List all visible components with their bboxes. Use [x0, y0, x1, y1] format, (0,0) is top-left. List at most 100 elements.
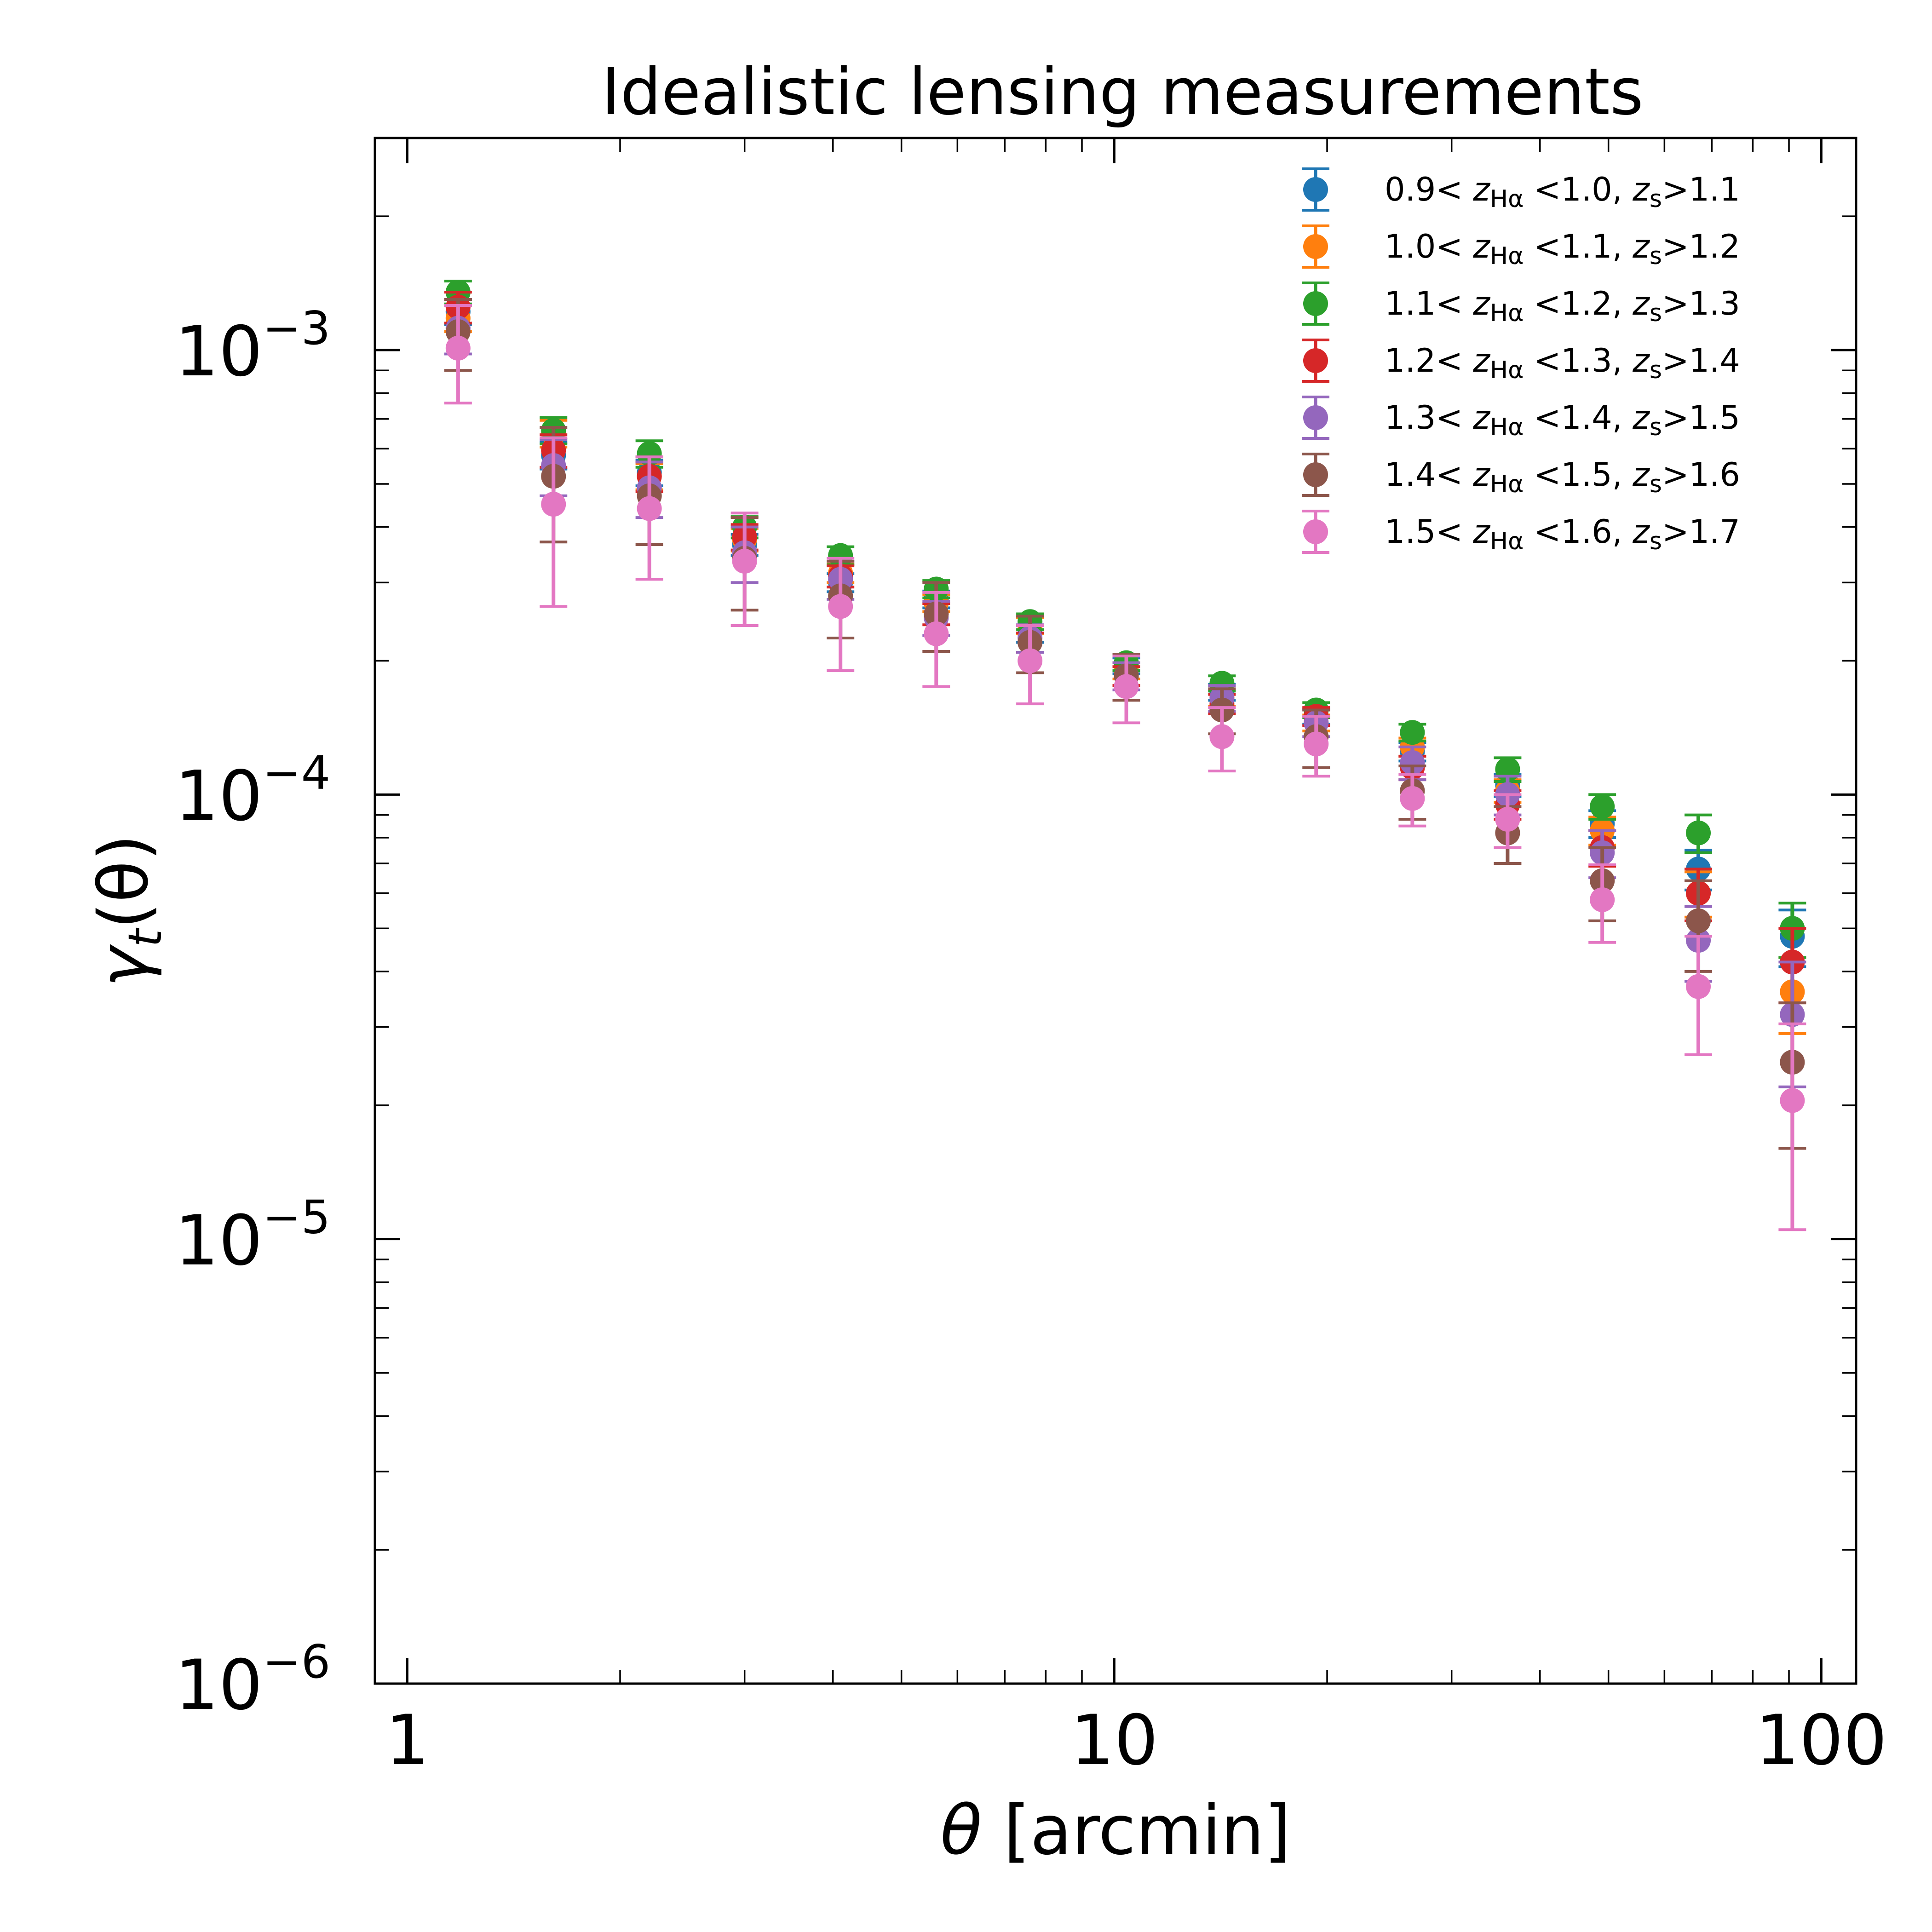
legend-item: 1.1< zHα <1.2, zs>1.3 — [1302, 282, 1740, 327]
legend-lo: 1.5< — [1385, 513, 1473, 551]
legend-zs: z — [1632, 399, 1650, 437]
data-point — [637, 496, 662, 521]
data-point — [1400, 750, 1425, 775]
x-axis-ticks: 1 10 100 — [374, 138, 1887, 1781]
data-series — [444, 279, 1806, 1231]
data-point — [1018, 648, 1043, 673]
legend-lo: 1.4< — [1385, 456, 1473, 494]
x-tick-label: 100 — [1755, 1701, 1887, 1781]
y-tick-base: 10 — [175, 756, 263, 836]
legend-src: >1.6 — [1662, 456, 1740, 494]
legend-marker — [1303, 177, 1328, 202]
legend-zs: z — [1632, 513, 1650, 551]
legend-marker — [1303, 234, 1328, 259]
legend-label: 1.3< zHα <1.4, zs>1.5 — [1385, 399, 1740, 441]
legend-sub-s: s — [1650, 414, 1662, 441]
legend-z: z — [1472, 513, 1491, 551]
x-tick-label: 1 — [385, 1701, 429, 1781]
legend-item: 1.2< zHα <1.3, zs>1.4 — [1302, 339, 1740, 384]
data-point — [1590, 794, 1615, 819]
legend-src: >1.4 — [1662, 342, 1740, 380]
legend-marker — [1303, 519, 1328, 544]
data-point — [637, 441, 662, 466]
legend: 0.9< zHα <1.0, zs>1.11.0< zHα <1.1, zs>1… — [1302, 167, 1740, 555]
legend-item: 1.5< zHα <1.6, zs>1.7 — [1302, 510, 1740, 555]
legend-src: >1.3 — [1662, 285, 1740, 322]
y-tick-exponent: −4 — [263, 746, 330, 799]
legend-z: z — [1472, 228, 1491, 265]
y-tick-exponent: −3 — [263, 301, 330, 355]
y-tick-label: 10−5 — [175, 1190, 330, 1281]
x-tick-label: 10 — [1070, 1701, 1158, 1781]
y-axis-label: γt(θ) — [84, 834, 172, 988]
legend-src: >1.5 — [1662, 399, 1740, 437]
data-point — [732, 549, 757, 574]
legend-zs: z — [1632, 342, 1650, 380]
y-tick-label: 10−6 — [175, 1635, 330, 1725]
legend-hi: <1.5, — [1524, 456, 1633, 494]
legend-label: 1.5< zHα <1.6, zs>1.7 — [1385, 513, 1740, 555]
y-tick-exponent: −5 — [263, 1190, 330, 1244]
legend-lo: 0.9< — [1385, 171, 1473, 208]
data-point — [1495, 807, 1520, 832]
legend-hi: <1.3, — [1524, 342, 1633, 380]
legend-label: 0.9< zHα <1.0, zs>1.1 — [1385, 171, 1740, 213]
legend-src: >1.7 — [1662, 513, 1740, 551]
legend-label: 1.0< zHα <1.1, zs>1.2 — [1385, 228, 1740, 270]
legend-sub-s: s — [1650, 528, 1662, 555]
legend-hi: <1.2, — [1524, 285, 1633, 322]
data-point — [1686, 908, 1711, 933]
data-point — [1590, 887, 1615, 912]
legend-zs: z — [1632, 456, 1650, 494]
legend-sub-s: s — [1650, 471, 1662, 498]
legend-sub-halpha: Hα — [1490, 414, 1524, 441]
data-point — [1780, 1088, 1805, 1113]
data-point — [828, 594, 853, 619]
data-point — [1304, 731, 1329, 757]
legend-sub-halpha: Hα — [1490, 185, 1524, 213]
legend-z: z — [1472, 399, 1491, 437]
legend-lo: 1.2< — [1385, 342, 1473, 380]
legend-item: 1.4< zHα <1.5, zs>1.6 — [1302, 453, 1740, 498]
legend-sub-halpha: Hα — [1490, 242, 1524, 270]
y-tick-base: 10 — [175, 312, 263, 392]
legend-sub-s: s — [1650, 242, 1662, 270]
legend-z: z — [1472, 342, 1491, 380]
data-point — [1686, 820, 1711, 845]
legend-src: >1.2 — [1662, 228, 1740, 265]
legend-item: 0.9< zHα <1.0, zs>1.1 — [1302, 167, 1740, 213]
chart-title: Idealistic lensing measurements — [601, 55, 1643, 130]
y-axis-ticks: 10−310−410−510−6 — [175, 137, 1856, 1725]
plot-frame — [374, 137, 1857, 1685]
legend-lo: 1.1< — [1385, 285, 1473, 322]
data-point — [1400, 786, 1425, 811]
legend-z: z — [1472, 456, 1491, 494]
legend-item: 1.3< zHα <1.4, zs>1.5 — [1302, 396, 1740, 441]
legend-hi: <1.4, — [1524, 399, 1633, 437]
data-point — [1209, 724, 1235, 749]
legend-sub-s: s — [1650, 299, 1662, 327]
legend-sub-halpha: Hα — [1490, 356, 1524, 384]
data-point — [445, 335, 471, 361]
data-point — [924, 621, 949, 646]
legend-sub-s: s — [1650, 185, 1662, 213]
legend-sub-halpha: Hα — [1490, 471, 1524, 498]
legend-sub-s: s — [1650, 356, 1662, 384]
legend-label: 1.2< zHα <1.3, zs>1.4 — [1385, 342, 1740, 384]
legend-hi: <1.0, — [1524, 171, 1633, 208]
data-point — [1686, 974, 1711, 999]
series-7 — [444, 304, 1806, 1231]
x-axis-label: θ [arcmin] — [940, 1791, 1291, 1870]
legend-lo: 1.3< — [1385, 399, 1473, 437]
data-point — [541, 492, 566, 517]
y-tick-base: 10 — [175, 1645, 263, 1725]
legend-src: >1.1 — [1662, 171, 1740, 208]
legend-marker — [1303, 462, 1328, 487]
legend-marker — [1303, 291, 1328, 316]
legend-marker — [1303, 405, 1328, 430]
y-tick-label: 10−3 — [175, 301, 330, 392]
y-tick-base: 10 — [175, 1201, 263, 1281]
data-point — [1114, 674, 1139, 699]
legend-zs: z — [1632, 171, 1650, 208]
legend-item: 1.0< zHα <1.1, zs>1.2 — [1302, 224, 1740, 270]
